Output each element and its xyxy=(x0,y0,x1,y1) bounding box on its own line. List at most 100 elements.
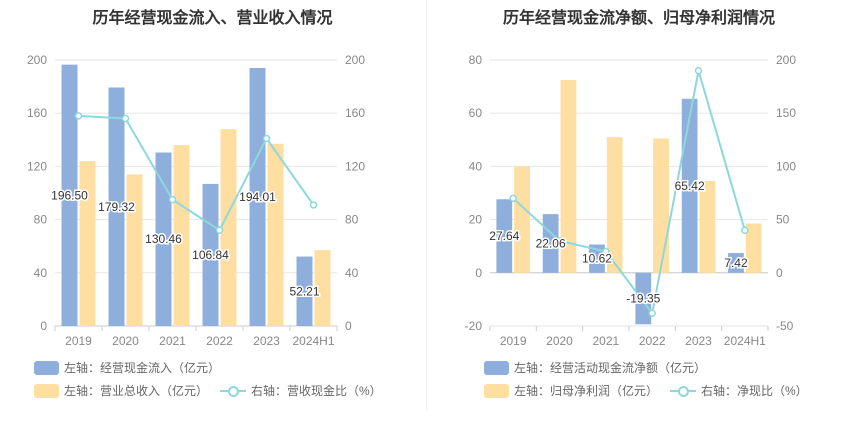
legend-line-marker-icon xyxy=(220,384,247,398)
chart-title: 历年经营现金流入、营业收入情况 xyxy=(92,10,333,27)
line-point xyxy=(648,309,656,317)
legend-row: 左轴：营业总收入（亿元） 右轴：营收现金比（%） xyxy=(34,382,394,399)
line-series xyxy=(78,114,315,232)
bar xyxy=(79,161,96,326)
line-point xyxy=(168,195,177,204)
legend-item-net-profit[interactable]: 左轴：归母净利润（亿元） xyxy=(484,382,658,399)
bar-data-label: -19.35 xyxy=(626,292,660,306)
y-left-tick-label: 200 xyxy=(27,53,47,67)
x-tick-label: 2019 xyxy=(500,334,527,348)
bar-data-label: 52.21 xyxy=(289,284,319,298)
y-right-tick-label: 200 xyxy=(776,53,796,67)
legend-swatch xyxy=(484,383,509,398)
y-right-tick-label: 160 xyxy=(345,106,365,120)
bar xyxy=(699,181,716,273)
bar-data-label: 65.42 xyxy=(675,179,705,193)
y-left-tick-label: 0 xyxy=(40,319,47,333)
bar xyxy=(155,152,172,326)
y-right-tick-label: 100 xyxy=(776,159,796,173)
line-point xyxy=(741,226,749,234)
legend-item-cash-ratio[interactable]: 右轴：营收现金比（%） xyxy=(220,382,382,399)
x-tick-label: 2022 xyxy=(206,334,233,348)
line-point xyxy=(74,112,83,120)
x-tick-label: 2020 xyxy=(546,334,573,348)
bar xyxy=(514,166,530,273)
bar xyxy=(589,244,605,273)
x-tick-label: 2021 xyxy=(159,334,186,348)
bar-data-label: 194.01 xyxy=(239,190,276,204)
panel-divider xyxy=(426,0,427,410)
bar-data-label: 196.50 xyxy=(51,188,88,202)
bar xyxy=(220,129,237,326)
chart-title: 历年经营现金流净额、归母净利润情况 xyxy=(502,10,775,27)
x-tick-label: 2023 xyxy=(685,334,712,348)
legend-label: 右轴：营收现金比（%） xyxy=(251,384,382,398)
x-tick-label: 2020 xyxy=(112,334,139,348)
x-tick-label: 2024H1 xyxy=(292,334,334,348)
bar-data-label: 179.32 xyxy=(98,200,135,214)
legend-item-cash-inflow[interactable]: 左轴：经营现金流入（亿元） xyxy=(34,359,220,376)
legend-label: 左轴：经营现金流入（亿元） xyxy=(64,361,221,375)
chart-panel-left: 历年经营现金流入、营业收入情况 0 40 80 120 160 200 0 40 80 120 16… xyxy=(27,10,394,399)
y-left-tick-label: 120 xyxy=(27,159,47,173)
x-tick-label: 2024H1 xyxy=(724,334,766,348)
legend-label: 左轴：归母净利润（亿元） xyxy=(514,384,659,398)
legend-row: 左轴：经营活动现金流净额（亿元） xyxy=(484,359,718,376)
bar-data-label: 106.84 xyxy=(192,248,229,262)
bar xyxy=(173,145,190,326)
bar xyxy=(653,138,669,273)
bar xyxy=(314,250,331,326)
legend-swatch xyxy=(34,360,59,375)
bar xyxy=(496,199,513,273)
y-left-tick-label: -20 xyxy=(465,319,483,333)
y-right-tick-label: 0 xyxy=(345,319,352,333)
y-left-tick-label: 80 xyxy=(34,213,48,227)
line-point xyxy=(694,66,703,75)
line-point xyxy=(555,237,564,245)
legend-item-net-cash-ratio[interactable]: 右轴：净现比（%） xyxy=(670,382,808,399)
legend-label: 右轴：净现比（%） xyxy=(701,384,808,398)
line-point xyxy=(262,134,271,143)
legend-line-marker-icon xyxy=(670,384,697,398)
y-left-tick-label: 40 xyxy=(34,266,48,280)
chart-panel-right: 历年经营现金流净额、归母净利润情况 -20 0 20 40 60 80 -50 0 50 100 1… xyxy=(428,0,850,437)
bar xyxy=(728,253,744,273)
bar xyxy=(202,183,219,326)
y-right-tick-label: 150 xyxy=(776,106,796,120)
y-right-tick-label: 0 xyxy=(776,266,783,280)
x-tick-label: 2019 xyxy=(65,334,92,348)
line-point xyxy=(509,194,517,203)
y-left-tick-label: 80 xyxy=(469,53,483,67)
bar-data-label: 27.64 xyxy=(489,229,519,243)
y-left-tick-label: 160 xyxy=(27,106,47,120)
bar xyxy=(560,79,577,273)
bar-data-label: 22.06 xyxy=(536,236,566,250)
legend-label: 左轴：营业总收入（亿元） xyxy=(64,384,209,398)
x-tick-label: 2022 xyxy=(639,334,666,348)
bar xyxy=(126,174,143,326)
y-left-tick-label: 60 xyxy=(469,106,483,120)
y-right-tick-label: 80 xyxy=(345,213,359,227)
chart-plot-area: -20 0 20 40 60 80 -50 0 50 100 150 200 2019 2020 2021 2… xyxy=(465,53,797,348)
line-point xyxy=(121,114,130,123)
bar xyxy=(249,67,266,326)
y-right-tick-label: -50 xyxy=(776,319,794,333)
y-right-tick-label: 120 xyxy=(345,159,365,173)
legend-item-net-cashflow[interactable]: 左轴：经营活动现金流净额（亿元） xyxy=(484,359,706,376)
y-left-tick-label: 0 xyxy=(475,266,482,280)
bar xyxy=(61,64,78,326)
legend-swatch xyxy=(34,383,59,398)
line-series xyxy=(512,70,746,316)
bar xyxy=(606,137,623,273)
bar xyxy=(745,223,762,273)
chart-plot-area: 0 40 80 120 160 200 0 40 80 120 160 200 2019 2020 2021… xyxy=(27,53,365,348)
y-left-tick-label: 20 xyxy=(469,213,483,227)
bar xyxy=(108,87,125,327)
line-point xyxy=(602,247,610,256)
y-right-tick-label: 200 xyxy=(345,53,365,67)
legend-swatch xyxy=(484,360,509,375)
legend-item-revenue[interactable]: 左轴：营业总收入（亿元） xyxy=(34,382,208,399)
legend-row: 左轴：归母净利润（亿元） 右轴：净现比（%） xyxy=(484,382,820,399)
line-point xyxy=(309,201,318,209)
bar-data-label: 130.46 xyxy=(145,232,182,246)
